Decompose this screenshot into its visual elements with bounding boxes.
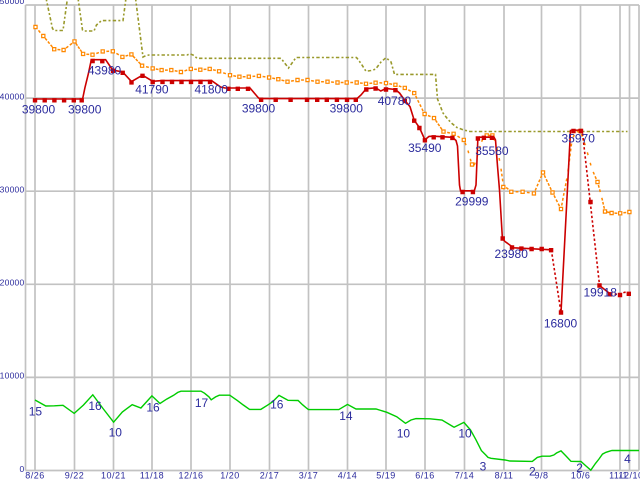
svg-text:16: 16 (146, 400, 160, 414)
svg-text:7/14: 7/14 (455, 470, 475, 480)
svg-text:4/14: 4/14 (338, 470, 358, 480)
svg-text:41790: 41790 (135, 83, 169, 97)
svg-text:10: 10 (397, 427, 411, 441)
svg-text:0: 0 (20, 464, 25, 474)
svg-text:39800: 39800 (68, 103, 102, 117)
svg-text:16: 16 (270, 398, 284, 412)
svg-text:15: 15 (29, 405, 43, 419)
svg-text:4: 4 (624, 452, 631, 466)
svg-text:35970: 35970 (562, 132, 596, 146)
svg-text:20000: 20000 (0, 278, 25, 288)
svg-text:8/11: 8/11 (495, 470, 514, 480)
svg-text:1/20: 1/20 (220, 470, 240, 480)
svg-text:35490: 35490 (408, 141, 442, 155)
svg-text:39800: 39800 (22, 103, 56, 117)
svg-text:35580: 35580 (475, 144, 509, 158)
svg-text:10000: 10000 (0, 371, 25, 381)
svg-text:39800: 39800 (330, 102, 364, 116)
svg-text:11/1: 11/1 (609, 470, 628, 480)
svg-text:41800: 41800 (195, 83, 229, 97)
svg-text:10/6: 10/6 (571, 470, 591, 480)
svg-text:50000: 50000 (0, 0, 25, 6)
svg-text:19918: 19918 (584, 285, 618, 299)
svg-text:3/17: 3/17 (299, 470, 319, 480)
svg-text:5/19: 5/19 (376, 470, 396, 480)
svg-text:12/10: 12/10 (618, 470, 640, 480)
svg-text:10: 10 (109, 425, 123, 439)
svg-text:10: 10 (458, 427, 472, 441)
svg-text:16800: 16800 (544, 317, 578, 331)
svg-text:2/17: 2/17 (260, 470, 280, 480)
svg-text:2: 2 (576, 461, 583, 475)
svg-text:17: 17 (195, 396, 209, 410)
svg-text:9/22: 9/22 (65, 470, 85, 480)
svg-text:3: 3 (480, 459, 487, 473)
svg-text:16: 16 (88, 399, 102, 413)
svg-text:14: 14 (339, 409, 353, 423)
svg-text:8/26: 8/26 (25, 470, 45, 480)
svg-text:2: 2 (529, 465, 536, 479)
svg-text:10/21: 10/21 (101, 470, 126, 480)
svg-text:39800: 39800 (242, 102, 276, 116)
svg-text:9/8: 9/8 (534, 470, 548, 480)
svg-text:11/18: 11/18 (140, 470, 164, 480)
svg-text:30000: 30000 (0, 184, 25, 194)
svg-text:6/16: 6/16 (415, 470, 435, 480)
svg-text:40780: 40780 (378, 94, 412, 108)
svg-text:43980: 43980 (88, 64, 122, 78)
svg-text:12/16: 12/16 (178, 470, 203, 480)
svg-text:29999: 29999 (455, 195, 489, 209)
svg-text:40000: 40000 (0, 91, 25, 101)
svg-text:23980: 23980 (495, 247, 529, 261)
